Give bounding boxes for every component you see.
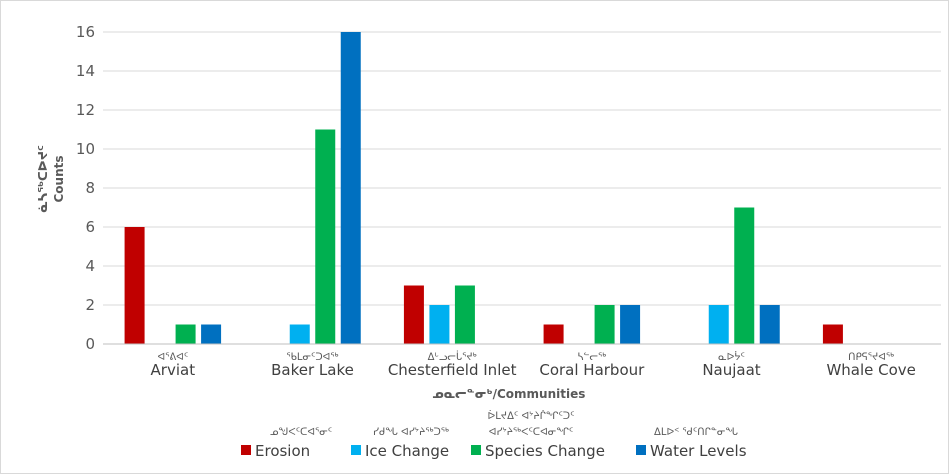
bar-water-levels [201,324,222,344]
x-category-label-syllabics: ᓇᐅᔮᑦ [718,350,745,363]
legend: Erosion ᓄᖑᐸᑦᑕᐊᕐᓂᑦ Ice Change ᓯᑯᖓ ᐊᓯᔾᔨᖅᑐᖅ Spe… [241,409,747,460]
y-tick-label: 10 [76,140,95,158]
bar-ice-change [289,324,310,344]
bar-erosion [543,324,564,344]
bar-ice-change [708,305,729,344]
x-category-label-syllabics: ᐊᕐᕕᐊᑦ [157,351,188,363]
x-category-label-syllabics: ᑎᑭᕋᕐᔪᐊᖅ [848,351,894,363]
y-tick-label: 14 [76,62,95,80]
legend-swatch [351,445,361,455]
bar-species-change [734,207,755,344]
gridlines [103,31,941,306]
x-category-label-syllabics: ᓴᓪᓕᖅ [577,352,606,363]
x-category-label: Coral Harbour [539,361,645,379]
y-tick-label: 8 [85,179,95,197]
bar-water-levels [759,305,780,344]
x-category-label-syllabics: ᐃᒡᓗᓕᒑᕐᔪᒃ [428,350,477,363]
y-tick-label: 0 [85,335,95,353]
legend-label-syllabics: ᓯᑯᖓ ᐊᓯᔾᔨᖅᑐᖅ [373,426,449,438]
bar-erosion [822,324,843,344]
legend-label: Water Levels [650,442,747,460]
y-tick-label: 12 [76,101,95,119]
y-axis-title: Counts [52,155,66,202]
bar-erosion [403,285,424,344]
bar-ice-change [429,305,450,344]
legend-swatch [241,445,251,455]
legend-label-syllabics: ᐃᒪᐅᑉ ᖁᑦᑎᒋᓐᓂᖓ [654,426,738,438]
bar-erosion [124,227,145,344]
y-axis-ticks: 0 2 4 6 8 10 12 14 16 [76,23,95,353]
y-tick-label: 2 [85,296,95,314]
y-tick-label: 4 [85,257,95,275]
legend-label-syllabics: ᐊᓯᔾᔨᖅᐸᑦᑕᐊᓂᖏᑦ [489,426,574,438]
legend-swatch [471,445,481,455]
legend-label: Ice Change [365,442,449,460]
axis-titles: ᓈᓴᖅᑕᐅᔪᑦ Counts ᓄᓇᓕᓐᓂᒃ/Communities [36,145,585,401]
legend-label-syllabics: ᓄᖑᐸᑦᑕᐊᕐᓂᑦ [270,426,332,438]
legend-label: Erosion [255,442,310,460]
bar-species-change [315,129,336,344]
bar-species-change [454,285,475,344]
legend-label: Species Change [485,442,605,460]
y-tick-label: 16 [76,23,95,41]
x-category-label: Naujaat [702,361,760,379]
y-tick-label: 6 [85,218,95,236]
bar-species-change [594,305,615,344]
bars [124,32,843,344]
x-category-label: Arviat [151,361,196,379]
bar-water-levels [620,305,641,344]
x-category-label: Baker Lake [271,361,354,379]
legend-label-syllabics: ᐆᒪᔪᐃᑦ ᐊᔾᔨᒌᖏᑦᑐᑦ [488,409,575,422]
y-axis-title-syllabics: ᓈᓴᖅᑕᐅᔪᑦ [36,145,50,213]
x-category-label: Chesterfield Inlet [388,361,517,379]
bar-water-levels [340,32,361,344]
bar-species-change [175,324,196,344]
x-category-label-syllabics: ᖃᒪᓂᑦᑐᐊᖅ [286,351,338,363]
x-category-label: Whale Cove [826,361,915,379]
x-axis-title: ᓄᓇᓕᓐᓂᒃ/Communities [433,387,586,401]
legend-swatch [636,445,646,455]
